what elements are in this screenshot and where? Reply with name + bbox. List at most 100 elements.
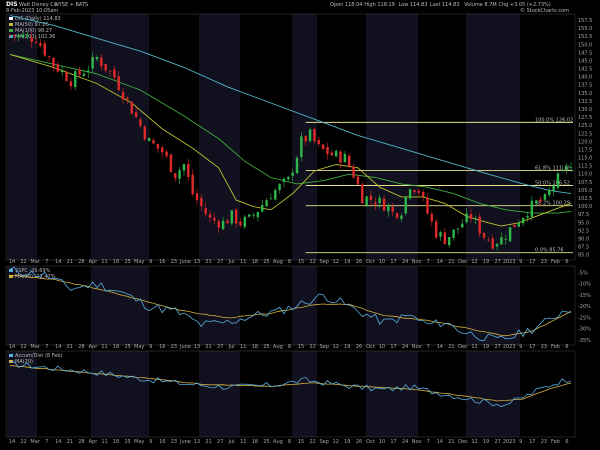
candle-body [178,170,181,179]
candle-body [465,213,468,223]
candle-body [126,97,129,100]
date-tick: 23 [541,344,547,350]
exchange: NYSE + BATS [55,2,88,8]
date-tick: Dec [458,259,468,265]
date-tick: 25 [263,344,269,350]
price-tick: 157.5 [578,18,592,24]
price-tick: 107.5 [578,180,592,186]
date-tick: 22 [309,344,315,350]
date-tick: 27 [217,344,223,350]
date-tick: 21 [67,259,73,265]
month-band [199,351,240,437]
price-tick: 137.5 [578,83,592,89]
date-tick: 27 [494,259,500,265]
date-tick: 13 [194,344,200,350]
candle-body [21,34,25,38]
candle-body [174,173,177,179]
candle-body [561,169,564,171]
price-tick: 115.0 [578,156,592,162]
fib-label: 38.2% 100.29 [535,201,570,207]
candle-body [374,202,377,205]
price-axis: 157.5 155.0 152.5 150.0 147.5 145.0 142.5 140.0… [578,18,592,259]
price-tick: 132.5 [578,99,592,105]
price-tick: 95.0 [578,220,589,226]
spc-lines [9,266,572,342]
candle-body [130,101,133,114]
date-tick: 18 [252,344,258,350]
candle-body [121,91,125,100]
legend-entry: MA(200) 102.36 [15,34,55,40]
candle-body [17,34,20,37]
candle-body [139,119,142,126]
month-band [466,266,520,345]
month-band [366,266,418,345]
date-tick: 28 [78,259,84,265]
price-tick: 140.0 [578,75,592,81]
date-tick: May [134,259,144,265]
date-tick: 14 [55,259,61,265]
candle-body [426,197,429,214]
date-tick: 26 [356,259,362,265]
date-tick: 16 [159,344,165,350]
date-tick: 6 [565,259,568,265]
candle-body [56,64,60,72]
ohlc-low: Low 114.83 [399,2,428,8]
date-tick: 11 [240,259,246,265]
date-tick: 25 [263,439,269,445]
candle-body [156,143,160,149]
candle-body [213,217,216,221]
date-tick: 14 [437,344,443,350]
date-tick: Feb [551,439,560,445]
date-tick: 24 [402,344,408,350]
date-tick: 26 [356,344,362,350]
candlesticks [8,31,573,251]
date-tick: Feb [551,344,560,350]
date-tick: 19 [344,259,350,265]
price-tick: 130.0 [578,107,592,113]
price-tick: 122.5 [578,131,592,137]
candle-body [200,197,203,207]
candle-body [391,206,394,212]
date-tick: 9 [519,439,522,445]
date-tick: 7 [427,344,430,350]
candle-body [317,139,320,145]
date-tick: Aug [273,439,283,445]
date-tick: 18 [252,439,258,445]
candle-body [513,224,516,228]
date-tick: 17 [390,259,396,265]
spc-tick: -10% [578,282,591,288]
candle-body [221,220,225,230]
candle-body [204,208,207,214]
date-tick: 14 [9,439,15,445]
date-axis: 14 14 14 22 22 22 Mar Mar Mar 7 7 7 14 14 14 21 21 21 28 28… [9,259,569,445]
candle-body [43,43,46,56]
date-tick: 27 [217,259,223,265]
candle-body [569,166,573,168]
candle-body [217,221,220,228]
candle-body [65,72,68,82]
candle-body [448,237,451,246]
date-tick: 8 [288,439,291,445]
candle-body [400,215,403,219]
candle-body [269,198,273,200]
candle-body [508,227,512,242]
candle-body [26,34,29,37]
legend-swatch [9,275,13,278]
candle-body [287,176,290,180]
candle-body [552,185,555,191]
candle-body [195,193,199,201]
month-band [292,266,317,345]
candle-body [52,57,55,67]
spc-tick: -5% [578,270,588,276]
legend-swatch [9,17,13,20]
date-tick: 12 [333,344,339,350]
ohlc-open: Open 118.04 [330,2,362,8]
candle-body [452,229,455,238]
date-tick: Jul [228,259,235,265]
date-tick: 10 [379,439,385,445]
date-tick: 26 [356,439,362,445]
date-tick: 18 [113,344,119,350]
candle-body [261,205,264,212]
candle-body [252,214,255,216]
